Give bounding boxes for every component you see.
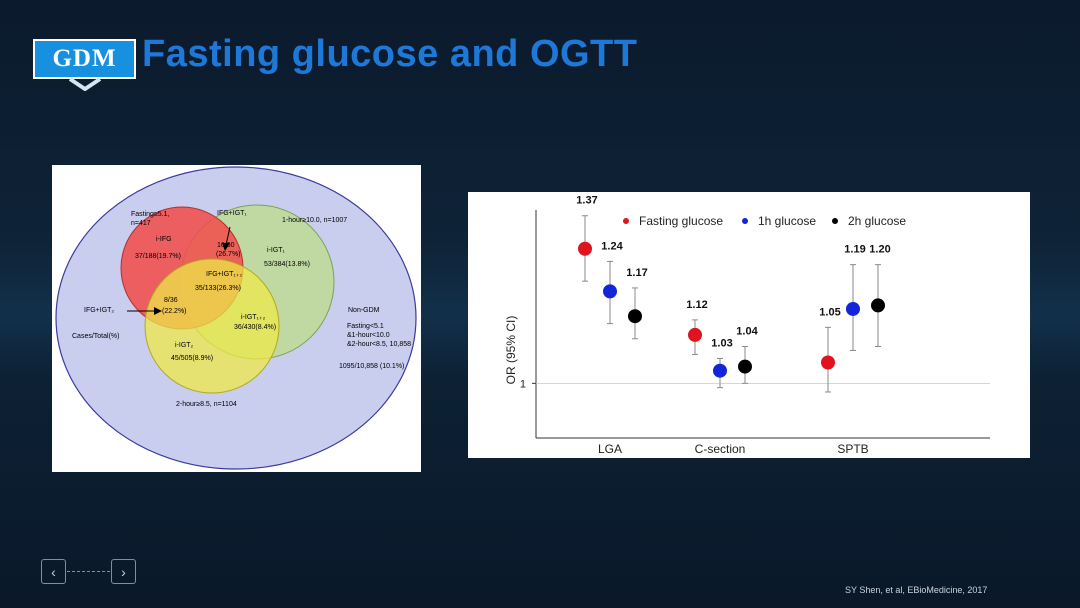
ifg-igt1-label: IFG+IGT₁	[217, 210, 247, 217]
x-tick-label: SPTB	[837, 442, 868, 456]
gdm-badge: GDM	[33, 39, 136, 79]
data-point	[603, 284, 617, 299]
legend-label: Fasting glucose	[639, 214, 723, 228]
gdm-badge-text: GDM	[52, 45, 117, 72]
fasting-label: Fasting≥5.1,	[131, 211, 170, 218]
legend-marker	[742, 218, 748, 224]
data-label: 1.17	[626, 267, 647, 279]
two-hour-label: 2-hour≥8.5, n=1104	[176, 401, 237, 408]
ifg-igt2-arrowhead	[154, 307, 162, 315]
data-point	[738, 359, 752, 374]
ifg-igt12-value: 35/133(26.3%)	[195, 285, 241, 292]
x-tick-label: LGA	[598, 442, 622, 456]
odds-ratio-plot-panel: 1 OR (95% CI) LGA C-section SPTB 1.37 1.12 1.05…	[468, 192, 1030, 458]
data-label: 1.20	[869, 244, 890, 256]
page-title: Fasting glucose and OGTT	[142, 33, 638, 75]
ifg-igt1-arrow	[225, 226, 231, 246]
i-igt12-value: 36/430(8.4%)	[234, 324, 276, 331]
chevron-left-icon: ‹	[51, 563, 56, 580]
data-label: 1.24	[601, 240, 623, 252]
one-hour-label: 1-hour≥10.0, n=1007	[282, 217, 347, 224]
y-tick-label: 1	[520, 378, 526, 390]
x-tick-label: C-section	[695, 442, 746, 456]
ifg-igt2-label: IFG+IGT₂	[84, 307, 114, 314]
i-ifg-label: i-IFG	[156, 236, 172, 243]
y-axis-label: OR (95% CI)	[504, 316, 518, 385]
i-igt2-label: i-IGT₂	[175, 342, 194, 349]
data-label: 1.03	[711, 337, 732, 349]
non-gdm-crit1: Fasting<5.1	[347, 323, 384, 330]
ifg-igt12-label: IFG+IGT₁₊₂	[206, 271, 242, 278]
non-gdm-label: Non-GDM	[348, 307, 380, 314]
non-gdm-value: 1095/10,858 (10.1%)	[339, 363, 404, 370]
legend-label: 1h glucose	[758, 214, 816, 228]
i-igt2-value: 45/505(8.9%)	[171, 355, 213, 362]
legend-marker	[623, 218, 629, 224]
ifg-igt1-pct: (26.7%)	[216, 251, 241, 258]
odds-ratio-plot: 1OR (95% CI) LGA C-section SPTB 1.37 1.12 1.05…	[504, 195, 990, 456]
ifg-igt1-arrowhead	[222, 243, 230, 251]
citation: SY Shen, et al, EBioMedicine, 2017	[845, 585, 988, 595]
venn-diagram: Fasting≥5.1, n=417 IFG+IGT₁ 1-hour≥10.0,…	[55, 166, 417, 470]
ifg-igt2-value: 8/36	[164, 297, 178, 304]
venn-diagram-panel: Fasting≥5.1, n=417 IFG+IGT₁ 1-hour≥10.0,…	[52, 165, 421, 472]
previous-slide-button[interactable]: ‹	[41, 559, 66, 584]
non-gdm-crit2: &1-hour<10.0	[347, 332, 390, 339]
data-point	[821, 355, 835, 370]
i-ifg-value: 37/188(19.7%)	[135, 253, 181, 260]
legend-marker	[832, 218, 838, 224]
data-label: 1.19	[844, 244, 865, 256]
data-point	[628, 309, 642, 324]
data-point	[846, 301, 860, 316]
slide-nav-connector	[67, 571, 110, 572]
data-point	[688, 327, 702, 342]
two-hour-circle	[144, 258, 280, 394]
chevron-right-icon: ›	[121, 563, 126, 580]
data-label: 1.12	[686, 299, 707, 311]
ifg-igt1-value: 16/60	[217, 242, 235, 249]
ifg-igt2-pct: (22.2%)	[162, 308, 187, 315]
fasting-n: n=417	[131, 220, 151, 227]
data-point	[578, 241, 592, 256]
legend-label: 2h glucose	[848, 214, 906, 228]
data-label: 1.04	[736, 326, 758, 338]
badge-ribbon-icon	[68, 77, 102, 91]
i-igt1-label: i-IGT₁	[267, 247, 286, 254]
i-igt12-label: i-IGT₁₊₂	[241, 314, 266, 321]
data-label: 1.05	[819, 306, 840, 318]
i-igt1-value: 53/384(13.8%)	[264, 261, 310, 268]
cases-total-label: Cases/Total(%)	[72, 333, 119, 340]
non-gdm-crit3: &2-hour<8.5, 10,858	[347, 341, 411, 348]
data-point	[871, 298, 885, 313]
data-point	[713, 363, 727, 378]
data-label: 1.37	[576, 195, 597, 207]
next-slide-button[interactable]: ›	[111, 559, 136, 584]
